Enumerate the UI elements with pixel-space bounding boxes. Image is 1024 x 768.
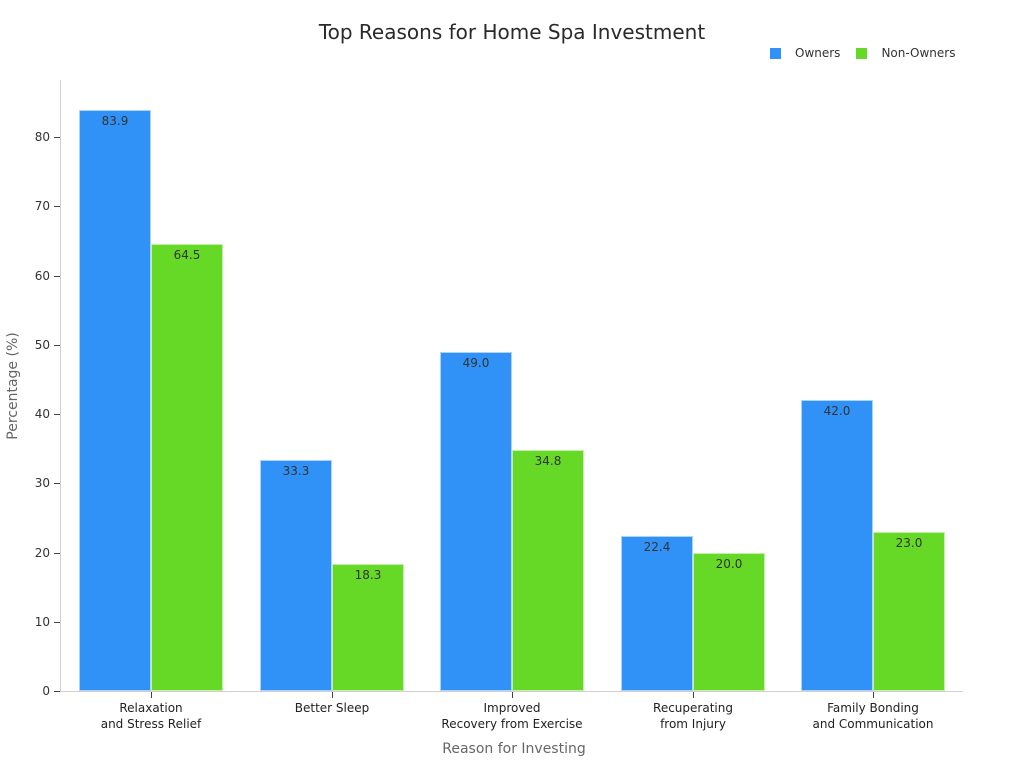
y-tick-label: 10	[34, 614, 50, 629]
y-tick-label: 70	[34, 199, 50, 214]
y-tick-mark	[54, 552, 60, 554]
bar-value-label: 34.8	[534, 454, 562, 468]
bar-owners[interactable]: 33.3	[260, 460, 332, 691]
legend-item-owners[interactable]: Owners	[770, 46, 840, 60]
bar-non-owners[interactable]: 34.8	[512, 450, 584, 691]
legend-item-non-owners[interactable]: Non-Owners	[856, 46, 955, 60]
bar-value-label: 49.0	[462, 355, 490, 370]
bar-owners[interactable]: 22.4	[621, 535, 693, 691]
bar-non-owners[interactable]: 64.5	[151, 244, 223, 691]
bar-value-label: 23.0	[895, 535, 923, 550]
x-tick-mark	[693, 692, 694, 698]
bar-owners[interactable]: 83.9	[79, 109, 151, 691]
y-tick-mark	[54, 344, 60, 346]
bar-value-label: 83.9	[101, 113, 129, 128]
bar-value-label: 22.4	[643, 539, 671, 554]
chart-title: Top Reasons for Home Spa Investment	[318, 20, 706, 44]
legend: Owners Non-Owners	[770, 46, 971, 60]
y-tick-label: 80	[34, 130, 50, 144]
x-tick-mark	[512, 692, 513, 698]
bar-value-label: 64.5	[173, 248, 201, 263]
bar-non-owners[interactable]: 23.0	[873, 531, 945, 691]
y-tick-label: 60	[34, 268, 50, 283]
y-tick-label: 40	[34, 407, 50, 421]
x-tick-mark	[332, 692, 333, 698]
y-tick-mark	[54, 206, 60, 208]
bar-value-label: 18.3	[354, 568, 382, 583]
bar-value-label: 20.0	[715, 556, 743, 571]
x-tick-label: Relaxation and Stress Relief	[100, 701, 202, 731]
x-tick-label: Improved Recovery from Exercise	[441, 701, 583, 731]
bar-non-owners[interactable]: 20.0	[693, 552, 765, 691]
legend-label-owners: Owners	[795, 46, 841, 60]
x-tick-label: Family Bonding and Communication	[812, 701, 934, 731]
y-tick-mark	[54, 137, 60, 138]
x-axis-title: Reason for Investing	[442, 741, 586, 757]
bar-value-label: 42.0	[823, 404, 851, 419]
y-tick-label: 50	[34, 337, 50, 352]
x-tick-label: Recuperating from Injury	[653, 701, 733, 731]
non-owners-swatch-icon	[856, 47, 868, 59]
bar-owners[interactable]: 42.0	[801, 400, 873, 691]
x-tick-label: Better Sleep	[294, 701, 370, 715]
y-tick-label: 20	[34, 545, 50, 560]
y-tick-mark	[54, 691, 60, 692]
bar-value-label: 33.3	[282, 464, 310, 479]
owners-swatch-icon	[770, 47, 781, 59]
y-tick-mark	[54, 275, 60, 277]
y-axis-line	[60, 80, 61, 692]
x-tick-mark	[873, 692, 874, 698]
y-tick-mark	[54, 414, 60, 415]
bar-non-owners[interactable]: 18.3	[332, 564, 404, 691]
x-tick-mark	[151, 692, 152, 698]
y-tick-label: 0	[42, 684, 50, 698]
y-tick-mark	[54, 483, 60, 485]
y-tick-mark	[54, 621, 60, 623]
x-axis-line	[60, 691, 963, 692]
y-tick-label: 30	[34, 476, 50, 491]
y-axis-title: Percentage (%)	[5, 332, 21, 440]
bar-owners[interactable]: 49.0	[440, 351, 512, 691]
legend-label-non-owners: Non-Owners	[881, 46, 956, 60]
